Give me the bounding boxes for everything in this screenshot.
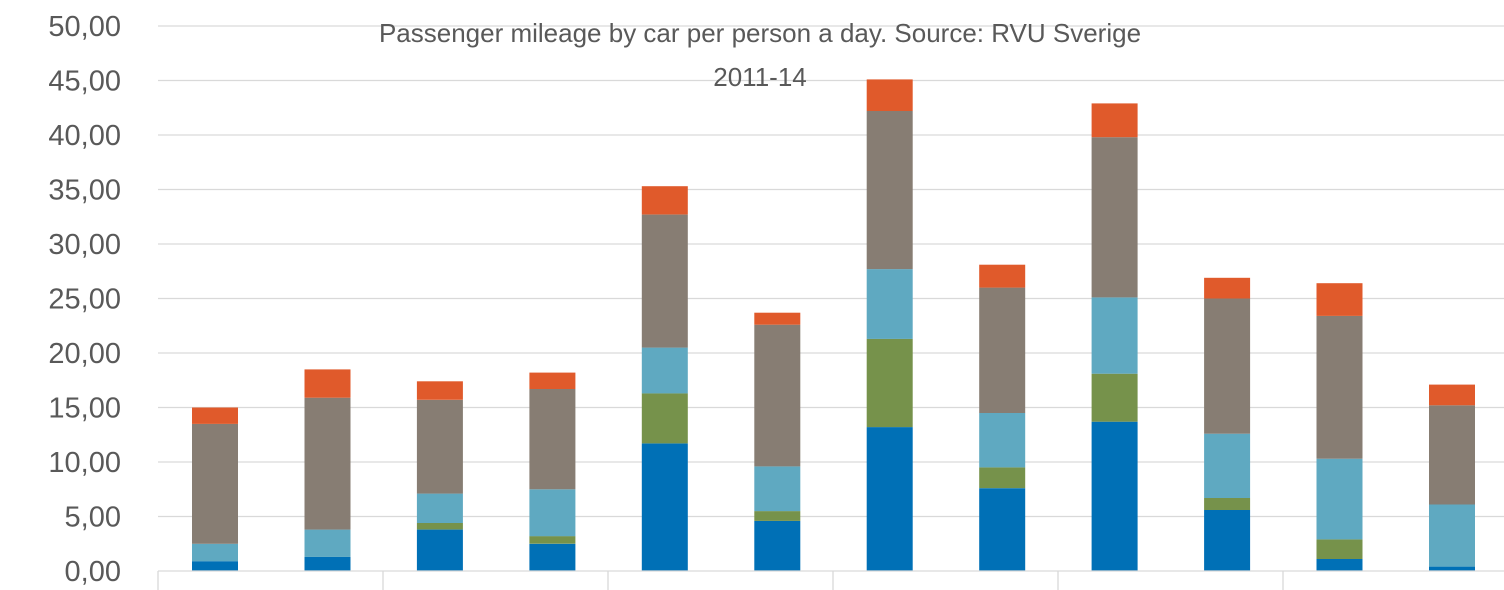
bar-segment [979,467,1026,489]
bar-segment [1316,315,1363,459]
bar-segment [416,493,463,523]
y-tick-label: 50,00 [48,11,121,43]
bar-segment [979,287,1026,413]
bar-segment [1204,277,1251,299]
bar-segment [1091,373,1138,422]
bar-segment [754,466,801,512]
bar-segment [641,347,688,394]
bar-segment [192,543,238,562]
bar-segment [529,543,576,572]
bar-segment [529,389,576,490]
y-tick-label: 25,00 [48,284,121,316]
y-tick-label: 10,00 [48,447,121,479]
bar-segment [641,186,688,215]
bar-segment [1316,458,1363,540]
bar-segment [866,427,913,571]
bar-segment [1429,405,1475,505]
chart-title-line-2: 2011-14 [713,62,807,92]
bar-segment [866,338,913,428]
bar-segment [754,312,801,325]
y-axis-tick-labels: 0,00 5,00 10,00 15,00 20,00 25,00 30,00 35,00 40… [48,11,121,588]
y-tick-label: 15,00 [48,393,121,425]
bar-segment [529,372,576,389]
bar-segment [1204,298,1251,434]
chart-title-line-1: Passenger mileage by car per person a da… [379,18,1141,48]
bar-segment [416,381,463,400]
bar-segment [1316,559,1363,571]
bar-segment [529,536,576,544]
bar-segment [1316,539,1363,559]
bar-segment [866,111,913,270]
bar-segment [1204,510,1251,571]
bar-segment [641,214,688,348]
bar-segment [1429,384,1475,406]
bar-segment [979,412,1026,468]
bar-segment [304,556,351,571]
bar-segment [1091,421,1138,571]
bar-segment [754,520,801,571]
bar-segment [304,529,351,557]
y-tick-label: 35,00 [48,175,121,207]
y-tick-label: 5,00 [65,502,121,534]
bar-segment [416,523,463,530]
bar-segment [304,369,351,398]
y-tick-label: 20,00 [48,338,121,370]
bar-segment [979,264,1026,288]
bar-segment [1091,137,1138,298]
bar-segment [1204,433,1251,498]
bar-segment [529,489,576,537]
y-tick-label: 0,00 [65,556,121,588]
bar-segment [416,529,463,571]
bar-segment [192,423,238,544]
y-tick-label: 45,00 [48,66,121,98]
bar-segment [304,397,351,530]
bar-segment [641,393,688,444]
bar-segment [866,269,913,339]
bar-segment [866,79,913,111]
bar-segment [416,399,463,494]
bar-segment [1204,498,1251,510]
y-tick-label: 40,00 [48,120,121,152]
bar-segment [754,324,801,467]
bar-segment [192,407,238,424]
bar-segment [641,443,688,571]
bar-segment [1316,283,1363,316]
bar-segment [1429,504,1475,567]
bar-segment [979,488,1026,571]
bar-segment [1091,103,1138,138]
bar-segment [1429,566,1475,571]
bar-segment [1091,297,1138,374]
x-axis [157,570,1504,590]
bar-segment [192,561,238,571]
bars [192,79,1475,572]
gridlines [158,25,1504,518]
bar-segment [754,511,801,521]
y-tick-label: 30,00 [48,229,121,261]
